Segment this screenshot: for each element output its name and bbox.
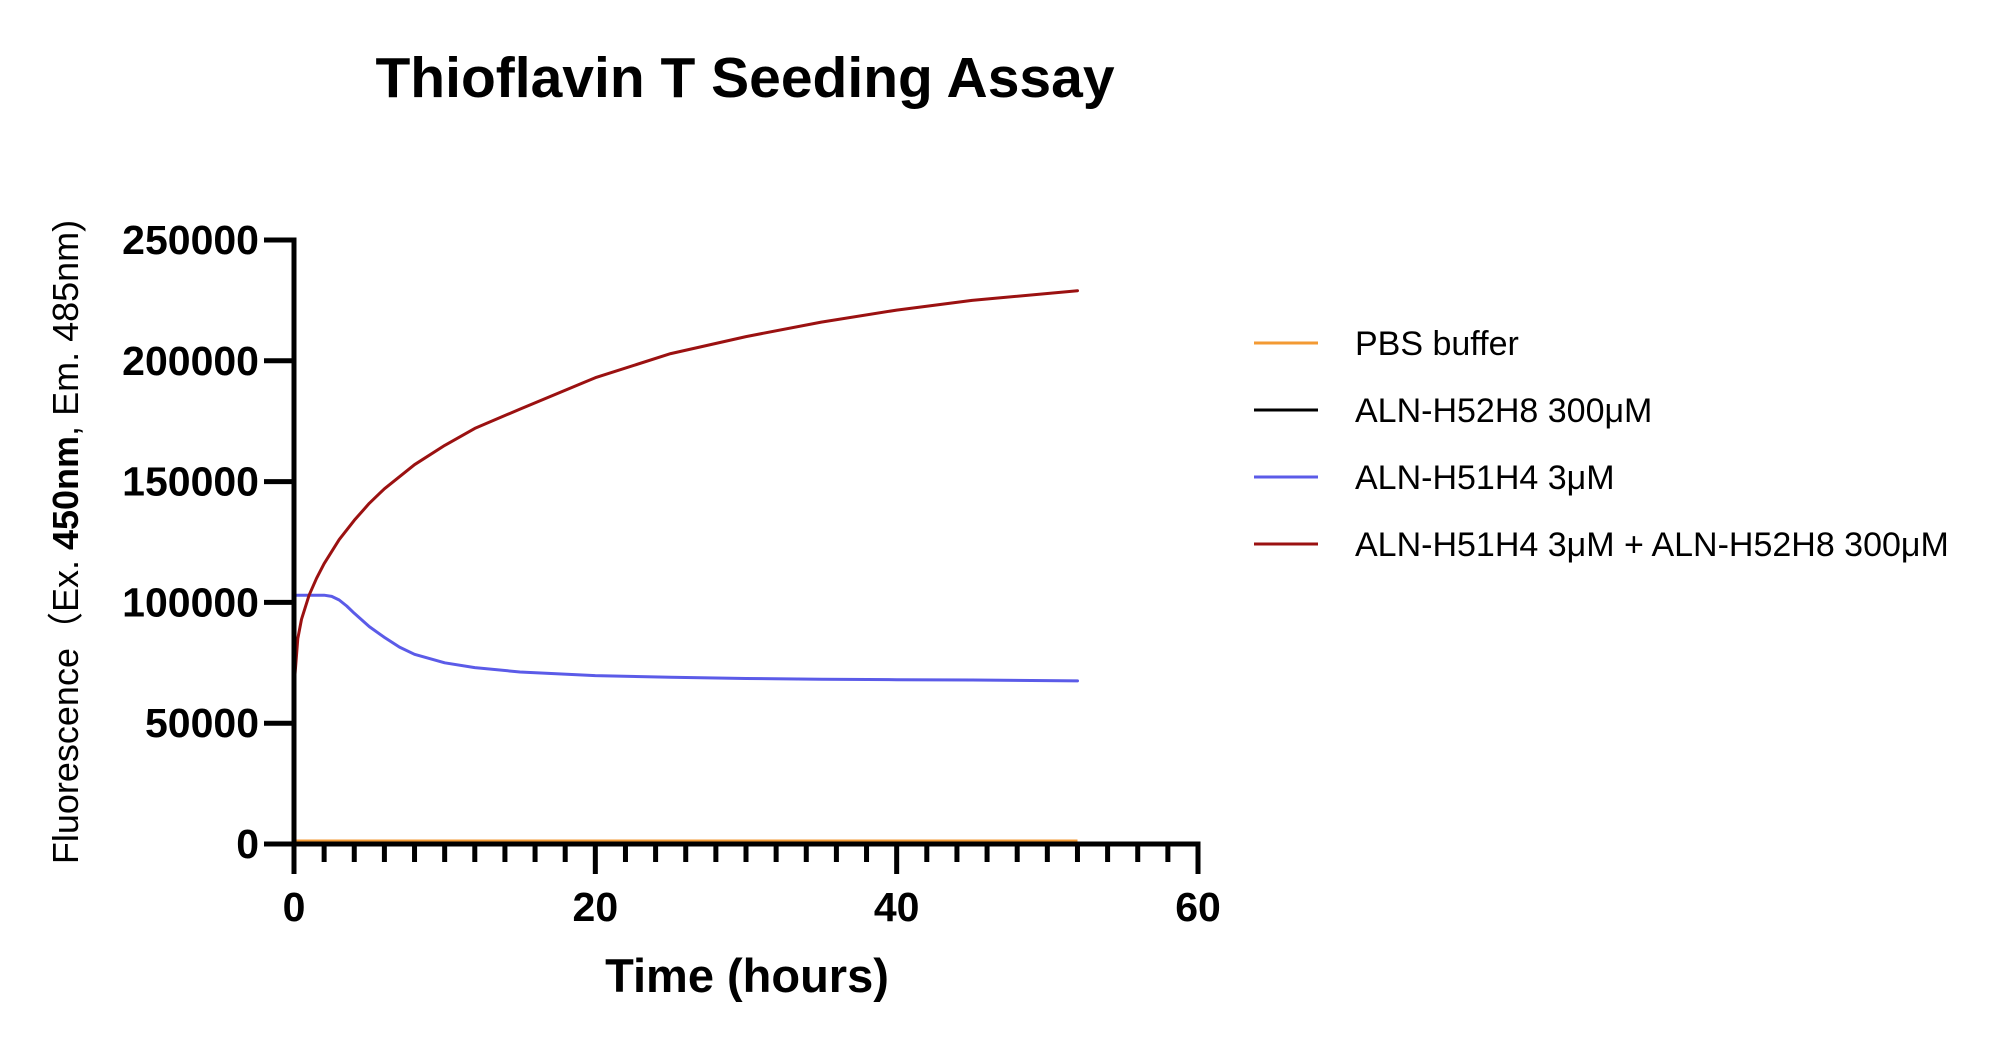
y-axis-label-suffix: , Em. 485nm) xyxy=(45,220,86,436)
y-tick-label: 200000 xyxy=(122,338,259,384)
legend-item: ALN-H51H4 3μM + ALN-H52H8 300μM xyxy=(1254,526,1949,564)
legend-label: ALN-H52H8 300μM xyxy=(1355,392,1652,430)
y-tick-label: 50000 xyxy=(145,700,259,746)
legend-item: ALN-H52H8 300μM xyxy=(1254,392,1652,430)
legend-label: ALN-H51H4 3μM + ALN-H52H8 300μM xyxy=(1355,526,1949,564)
y-tick-label: 150000 xyxy=(122,459,259,505)
y-axis-label: Fluorescence（Ex. 450nm, Em. 485nm) xyxy=(45,220,86,864)
y-tick-label: 250000 xyxy=(122,217,259,263)
legend-item: ALN-H51H4 3μM xyxy=(1254,459,1615,497)
y-axis: 0 50000 100000 150000 200000 250000 xyxy=(122,217,297,867)
x-tick-label: 20 xyxy=(573,884,619,930)
series-line-4 xyxy=(292,289,1079,689)
legend-label: ALN-H51H4 3μM xyxy=(1355,459,1615,497)
x-tick-label: 0 xyxy=(283,884,306,930)
x-tick-label: 60 xyxy=(1175,884,1221,930)
x-tick-label: 40 xyxy=(874,884,920,930)
x-axis: 0 20 40 60 xyxy=(283,841,1221,930)
y-axis-label-bold: 450nm xyxy=(45,436,86,550)
legend-item: PBS buffer xyxy=(1254,325,1519,363)
chart-title: Thioflavin T Seeding Assay xyxy=(375,46,1114,110)
y-axis-label-prefix: Fluorescence（Ex. xyxy=(45,550,86,864)
legend-label: PBS buffer xyxy=(1355,325,1519,363)
x-axis-label: Time (hours) xyxy=(605,949,889,1002)
series-line-3 xyxy=(292,593,1079,683)
y-tick-label: 100000 xyxy=(122,579,259,625)
plot-lines xyxy=(292,289,1079,846)
legend: PBS buffer ALN-H52H8 300μM ALN-H51H4 3μM AL… xyxy=(1254,325,1949,564)
y-tick-label: 0 xyxy=(236,821,259,867)
